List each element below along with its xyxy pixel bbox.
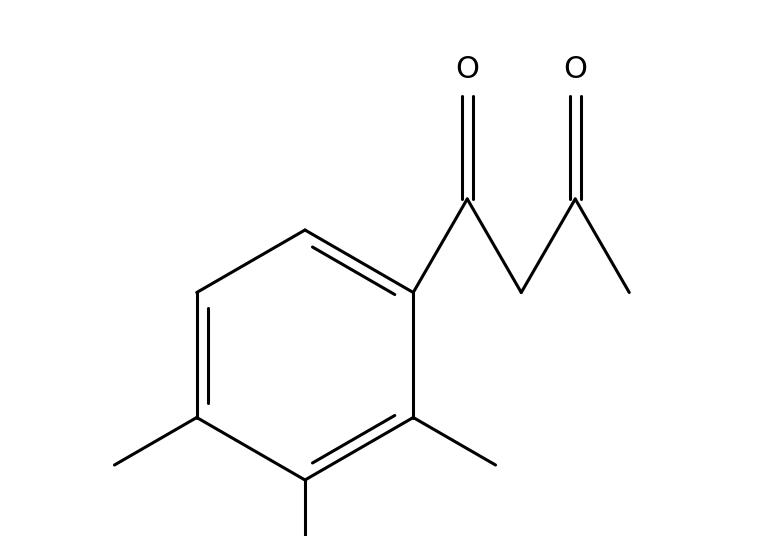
Text: O: O (456, 55, 480, 84)
Text: O: O (563, 55, 587, 84)
